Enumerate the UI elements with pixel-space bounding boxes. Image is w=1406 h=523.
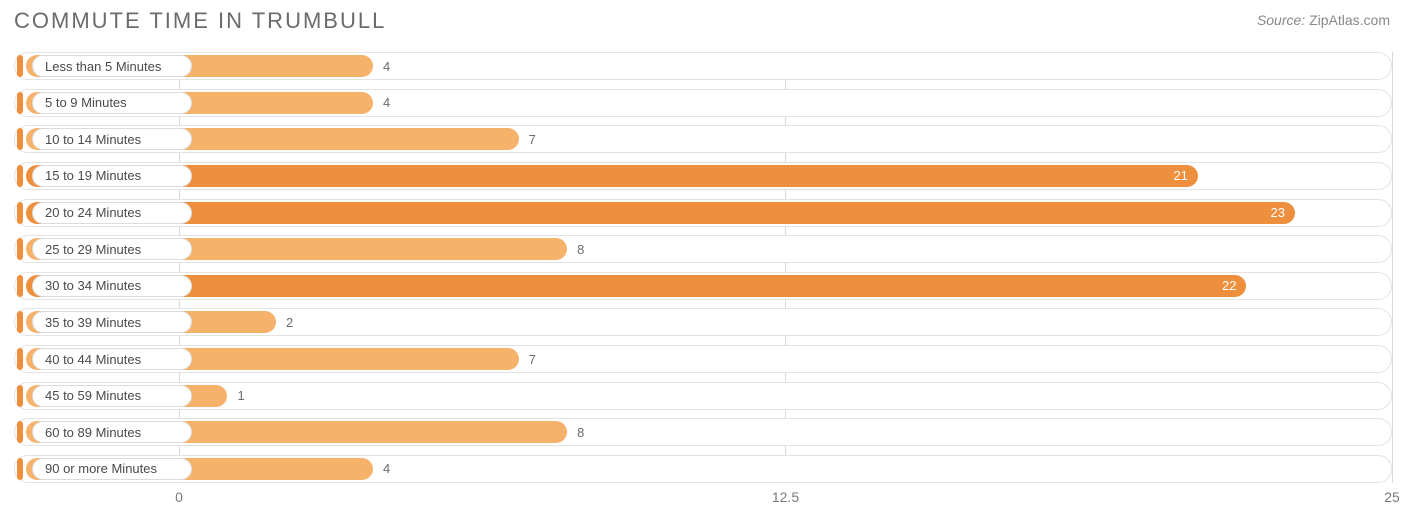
bar-value-label: 23 [1271,199,1285,227]
bar-start-notch [17,92,23,114]
category-label-pill: Less than 5 Minutes [32,55,192,77]
x-tick-label: 25 [1384,489,1400,505]
bar-value-label: 4 [383,52,390,80]
bar-row: Less than 5 Minutes 4 [14,52,1392,80]
bar-start-notch [17,165,23,187]
bar-row: 10 to 14 Minutes 7 [14,125,1392,153]
bar-value-label: 8 [577,418,584,446]
source-site: ZipAtlas.com [1309,12,1390,28]
category-label-pill: 35 to 39 Minutes [32,311,192,333]
bar-value-label: 4 [383,89,390,117]
bar-fill [26,202,1295,224]
bar-start-notch [17,238,23,260]
category-label-pill: 10 to 14 Minutes [32,128,192,150]
bar-fill [26,165,1198,187]
x-tick-label: 12.5 [772,489,799,505]
bar-row: 30 to 34 Minutes 22 [14,272,1392,300]
bar-row: 45 to 59 Minutes 1 [14,382,1392,410]
chart-plot-area: Less than 5 Minutes 4 5 to 9 Minutes 4 10 to… [14,52,1392,483]
bar-row: 5 to 9 Minutes 4 [14,89,1392,117]
bar-start-notch [17,458,23,480]
bar-start-notch [17,202,23,224]
bar-value-label: 7 [529,125,536,153]
bar-row: 90 or more Minutes 4 [14,455,1392,483]
gridline [1392,52,1393,483]
x-tick-label: 0 [175,489,183,505]
category-label-pill: 40 to 44 Minutes [32,348,192,370]
bar-row: 35 to 39 Minutes 2 [14,308,1392,336]
bar-start-notch [17,275,23,297]
category-label-pill: 15 to 19 Minutes [32,165,192,187]
category-label-pill: 30 to 34 Minutes [32,275,192,297]
category-label-pill: 90 or more Minutes [32,458,192,480]
chart-title: COMMUTE TIME IN TRUMBULL [14,8,386,34]
bar-value-label: 8 [577,235,584,263]
bar-fill [26,275,1246,297]
bar-value-label: 22 [1222,272,1236,300]
bar-value-label: 7 [529,345,536,373]
category-label-pill: 25 to 29 Minutes [32,238,192,260]
bar-row: 20 to 24 Minutes 23 [14,199,1392,227]
category-label-pill: 60 to 89 Minutes [32,421,192,443]
category-label-pill: 5 to 9 Minutes [32,92,192,114]
bar-start-notch [17,348,23,370]
bar-row: 15 to 19 Minutes 21 [14,162,1392,190]
bar-row: 60 to 89 Minutes 8 [14,418,1392,446]
bar-start-notch [17,128,23,150]
source-attribution: Source: ZipAtlas.com [1257,12,1390,28]
bar-value-label: 1 [237,382,244,410]
bar-start-notch [17,385,23,407]
bar-row: 40 to 44 Minutes 7 [14,345,1392,373]
bar-start-notch [17,55,23,77]
bar-value-label: 4 [383,455,390,483]
x-axis: 012.525 [14,489,1392,511]
bar-value-label: 2 [286,308,293,336]
category-label-pill: 20 to 24 Minutes [32,202,192,224]
bar-value-label: 21 [1173,162,1187,190]
category-label-pill: 45 to 59 Minutes [32,385,192,407]
bar-row: 25 to 29 Minutes 8 [14,235,1392,263]
bar-start-notch [17,421,23,443]
source-label: Source: [1257,12,1305,28]
bar-start-notch [17,311,23,333]
bar-rows-container: Less than 5 Minutes 4 5 to 9 Minutes 4 10 to… [14,52,1392,483]
